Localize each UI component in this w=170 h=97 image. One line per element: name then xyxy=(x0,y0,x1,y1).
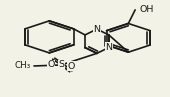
Text: OH: OH xyxy=(139,5,154,14)
Text: O: O xyxy=(68,62,75,71)
Text: S: S xyxy=(58,61,64,69)
Text: N: N xyxy=(93,25,100,34)
Text: N: N xyxy=(105,43,112,52)
Text: O: O xyxy=(47,60,55,69)
Text: CH₃: CH₃ xyxy=(14,61,31,70)
